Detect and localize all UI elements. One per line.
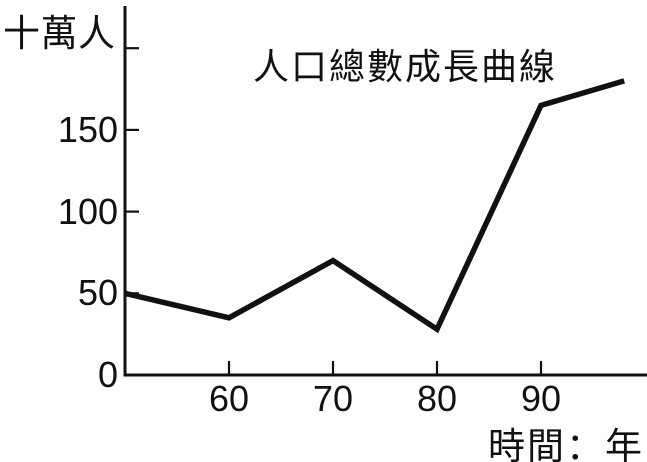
y-tick-label-100: 100 — [57, 190, 118, 232]
x-axis-unit-label: 時間：年 — [488, 426, 644, 462]
y-tick-label-0: 0 — [97, 354, 118, 395]
population-total-line-series — [124, 78, 625, 334]
chart-title: 人口總數成長曲線 — [253, 46, 558, 87]
y-tick-label-50: 50 — [77, 272, 118, 314]
y-axis-unit-label: 十萬人 — [3, 13, 116, 54]
x-tick-label-70: 70 — [312, 378, 354, 419]
y-tick-label-150: 150 — [57, 108, 118, 150]
x-tick-label-80: 80 — [416, 378, 458, 419]
x-tick-label-90: 90 — [520, 378, 562, 419]
x-tick-label-60: 60 — [208, 378, 250, 419]
